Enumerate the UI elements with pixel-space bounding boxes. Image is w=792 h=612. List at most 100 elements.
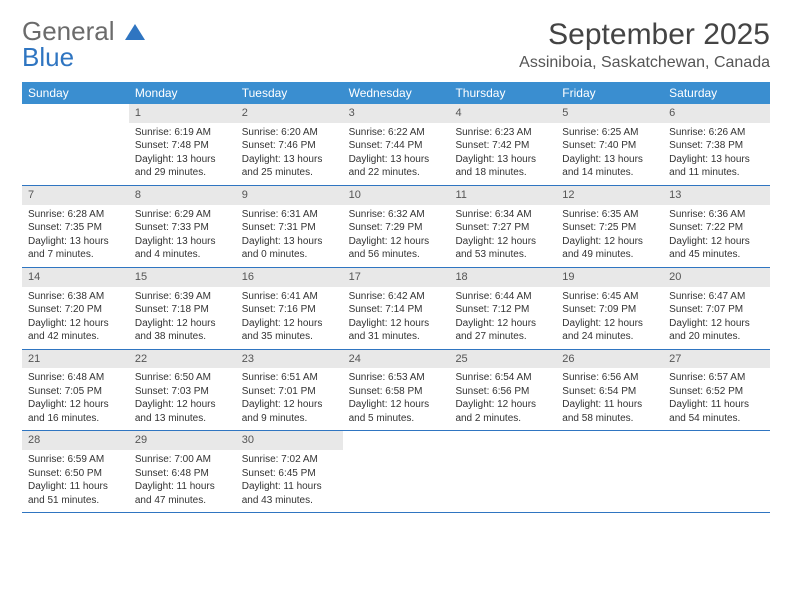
cell-body: Sunrise: 6:31 AMSunset: 7:31 PMDaylight:…: [236, 205, 343, 267]
cell-body: Sunrise: 6:35 AMSunset: 7:25 PMDaylight:…: [556, 205, 663, 267]
day-number: 25: [449, 350, 556, 369]
sunset-text: Sunset: 6:58 PM: [349, 385, 444, 399]
daylight-text: Daylight: 12 hours and 9 minutes.: [242, 398, 337, 425]
sunset-text: Sunset: 7:12 PM: [455, 303, 550, 317]
sunrise-text: Sunrise: 6:56 AM: [562, 371, 657, 385]
sunrise-text: Sunrise: 6:32 AM: [349, 208, 444, 222]
day-number: 21: [22, 350, 129, 369]
cell-body: Sunrise: 6:38 AMSunset: 7:20 PMDaylight:…: [22, 287, 129, 349]
daylight-text: Daylight: 12 hours and 49 minutes.: [562, 235, 657, 262]
cell-body: Sunrise: 6:41 AMSunset: 7:16 PMDaylight:…: [236, 287, 343, 349]
calendar-cell: 2Sunrise: 6:20 AMSunset: 7:46 PMDaylight…: [236, 104, 343, 185]
daylight-text: Daylight: 12 hours and 13 minutes.: [135, 398, 230, 425]
daylight-text: Daylight: 12 hours and 20 minutes.: [669, 317, 764, 344]
day-number: [556, 431, 663, 450]
day-number: 15: [129, 268, 236, 287]
sunrise-text: Sunrise: 6:23 AM: [455, 126, 550, 140]
cell-body: Sunrise: 6:29 AMSunset: 7:33 PMDaylight:…: [129, 205, 236, 267]
calendar-cell: 6Sunrise: 6:26 AMSunset: 7:38 PMDaylight…: [663, 104, 770, 185]
day-header-sun: Sunday: [22, 82, 129, 104]
sunset-text: Sunset: 6:52 PM: [669, 385, 764, 399]
day-number: 8: [129, 186, 236, 205]
calendar-cell: 9Sunrise: 6:31 AMSunset: 7:31 PMDaylight…: [236, 186, 343, 267]
daylight-text: Daylight: 13 hours and 0 minutes.: [242, 235, 337, 262]
sunset-text: Sunset: 7:03 PM: [135, 385, 230, 399]
day-number: [449, 431, 556, 450]
cell-body: Sunrise: 6:56 AMSunset: 6:54 PMDaylight:…: [556, 368, 663, 430]
daylight-text: Daylight: 12 hours and 56 minutes.: [349, 235, 444, 262]
sunrise-text: Sunrise: 6:45 AM: [562, 290, 657, 304]
day-number: 6: [663, 104, 770, 123]
sunset-text: Sunset: 7:14 PM: [349, 303, 444, 317]
sunset-text: Sunset: 6:45 PM: [242, 467, 337, 481]
sunrise-text: Sunrise: 7:02 AM: [242, 453, 337, 467]
sunset-text: Sunset: 6:48 PM: [135, 467, 230, 481]
sunrise-text: Sunrise: 6:57 AM: [669, 371, 764, 385]
day-number: 30: [236, 431, 343, 450]
sunrise-text: Sunrise: 6:59 AM: [28, 453, 123, 467]
day-number: 17: [343, 268, 450, 287]
day-number: 9: [236, 186, 343, 205]
calendar-cell: 12Sunrise: 6:35 AMSunset: 7:25 PMDayligh…: [556, 186, 663, 267]
day-number: 1: [129, 104, 236, 123]
day-number: 13: [663, 186, 770, 205]
day-header-mon: Monday: [129, 82, 236, 104]
daylight-text: Daylight: 12 hours and 45 minutes.: [669, 235, 764, 262]
calendar-cell: 24Sunrise: 6:53 AMSunset: 6:58 PMDayligh…: [343, 350, 450, 431]
month-title: September 2025: [519, 18, 770, 52]
day-number: 19: [556, 268, 663, 287]
sunset-text: Sunset: 7:20 PM: [28, 303, 123, 317]
daylight-text: Daylight: 12 hours and 2 minutes.: [455, 398, 550, 425]
cell-body: Sunrise: 7:02 AMSunset: 6:45 PMDaylight:…: [236, 450, 343, 512]
day-number: 11: [449, 186, 556, 205]
sunrise-text: Sunrise: 6:38 AM: [28, 290, 123, 304]
sunset-text: Sunset: 7:22 PM: [669, 221, 764, 235]
daylight-text: Daylight: 12 hours and 5 minutes.: [349, 398, 444, 425]
week-row: 1Sunrise: 6:19 AMSunset: 7:48 PMDaylight…: [22, 104, 770, 186]
sunset-text: Sunset: 7:40 PM: [562, 139, 657, 153]
cell-body: Sunrise: 6:47 AMSunset: 7:07 PMDaylight:…: [663, 287, 770, 349]
cell-body: Sunrise: 6:44 AMSunset: 7:12 PMDaylight:…: [449, 287, 556, 349]
calendar-cell: 21Sunrise: 6:48 AMSunset: 7:05 PMDayligh…: [22, 350, 129, 431]
calendar-cell: 17Sunrise: 6:42 AMSunset: 7:14 PMDayligh…: [343, 268, 450, 349]
cell-body: Sunrise: 6:48 AMSunset: 7:05 PMDaylight:…: [22, 368, 129, 430]
week-row: 14Sunrise: 6:38 AMSunset: 7:20 PMDayligh…: [22, 268, 770, 350]
calendar-cell: 20Sunrise: 6:47 AMSunset: 7:07 PMDayligh…: [663, 268, 770, 349]
cell-body: Sunrise: 6:34 AMSunset: 7:27 PMDaylight:…: [449, 205, 556, 267]
day-number: 3: [343, 104, 450, 123]
sunrise-text: Sunrise: 6:42 AM: [349, 290, 444, 304]
calendar-cell: 19Sunrise: 6:45 AMSunset: 7:09 PMDayligh…: [556, 268, 663, 349]
sunset-text: Sunset: 6:50 PM: [28, 467, 123, 481]
calendar-cell: [449, 431, 556, 512]
cell-body: Sunrise: 6:45 AMSunset: 7:09 PMDaylight:…: [556, 287, 663, 349]
cell-body: Sunrise: 6:57 AMSunset: 6:52 PMDaylight:…: [663, 368, 770, 430]
cell-body: Sunrise: 6:36 AMSunset: 7:22 PMDaylight:…: [663, 205, 770, 267]
daylight-text: Daylight: 13 hours and 18 minutes.: [455, 153, 550, 180]
sunset-text: Sunset: 7:48 PM: [135, 139, 230, 153]
header: General Blue September 2025 Assiniboia, …: [22, 18, 770, 72]
daylight-text: Daylight: 13 hours and 11 minutes.: [669, 153, 764, 180]
sunrise-text: Sunrise: 6:26 AM: [669, 126, 764, 140]
cell-body: Sunrise: 6:22 AMSunset: 7:44 PMDaylight:…: [343, 123, 450, 185]
day-number: 29: [129, 431, 236, 450]
calendar-cell: 15Sunrise: 6:39 AMSunset: 7:18 PMDayligh…: [129, 268, 236, 349]
calendar-cell: 27Sunrise: 6:57 AMSunset: 6:52 PMDayligh…: [663, 350, 770, 431]
daylight-text: Daylight: 12 hours and 24 minutes.: [562, 317, 657, 344]
day-number: 22: [129, 350, 236, 369]
day-number: 20: [663, 268, 770, 287]
day-number: 12: [556, 186, 663, 205]
cell-body: Sunrise: 6:20 AMSunset: 7:46 PMDaylight:…: [236, 123, 343, 185]
sunset-text: Sunset: 7:07 PM: [669, 303, 764, 317]
sunrise-text: Sunrise: 6:44 AM: [455, 290, 550, 304]
daylight-text: Daylight: 13 hours and 22 minutes.: [349, 153, 444, 180]
day-header-wed: Wednesday: [343, 82, 450, 104]
calendar-cell: 8Sunrise: 6:29 AMSunset: 7:33 PMDaylight…: [129, 186, 236, 267]
daylight-text: Daylight: 12 hours and 53 minutes.: [455, 235, 550, 262]
sunset-text: Sunset: 7:42 PM: [455, 139, 550, 153]
logo-bottom-text: Blue: [22, 42, 74, 72]
week-row: 28Sunrise: 6:59 AMSunset: 6:50 PMDayligh…: [22, 431, 770, 513]
triangle-icon: [125, 16, 145, 46]
calendar-cell: 11Sunrise: 6:34 AMSunset: 7:27 PMDayligh…: [449, 186, 556, 267]
sunset-text: Sunset: 7:31 PM: [242, 221, 337, 235]
sunrise-text: Sunrise: 6:48 AM: [28, 371, 123, 385]
